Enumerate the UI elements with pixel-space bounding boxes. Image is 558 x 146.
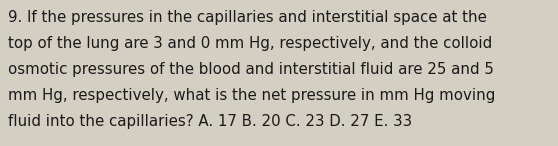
Text: 9. If the pressures in the capillaries and interstitial space at the: 9. If the pressures in the capillaries a… — [8, 10, 487, 25]
Text: mm Hg, respectively, what is the net pressure in mm Hg moving: mm Hg, respectively, what is the net pre… — [8, 88, 496, 103]
Text: osmotic pressures of the blood and interstitial fluid are 25 and 5: osmotic pressures of the blood and inter… — [8, 62, 494, 77]
Text: top of the lung are 3 and 0 mm Hg, respectively, and the colloid: top of the lung are 3 and 0 mm Hg, respe… — [8, 36, 492, 51]
Text: fluid into the capillaries? A. 17 B. 20 C. 23 D. 27 E. 33: fluid into the capillaries? A. 17 B. 20 … — [8, 114, 412, 129]
